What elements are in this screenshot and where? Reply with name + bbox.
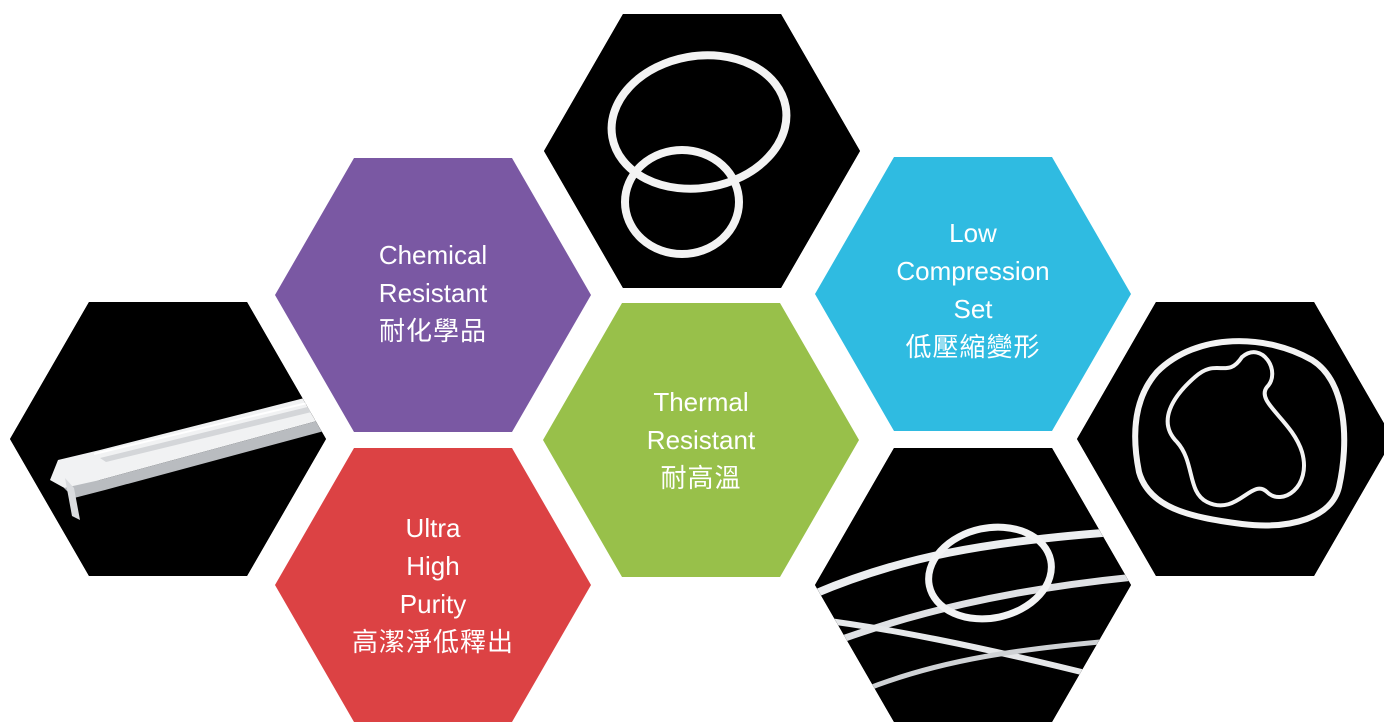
- thermal-line-2: Resistant: [646, 425, 756, 455]
- compression-line-2: Compression: [896, 256, 1050, 286]
- chemical-resistant-label: Chemical Resistant 耐化學品: [275, 158, 591, 432]
- ultra-high-purity-tile: Ultra High Purity 高潔淨低釋出: [275, 448, 591, 722]
- compression-line-zh: 低壓縮變形: [905, 332, 1041, 362]
- chemical-line-2: Resistant: [378, 278, 488, 308]
- thermal-resistant-tile: Thermal Resistant 耐高溫: [543, 303, 859, 577]
- flat-tube-photo: [10, 302, 326, 576]
- thermal-line-1: Thermal: [653, 387, 749, 417]
- thermal-line-zh: 耐高溫: [660, 463, 742, 493]
- low-compression-set-label: Low Compression Set 低壓縮變形: [815, 157, 1131, 431]
- irregular-loop-photo: [1077, 302, 1384, 576]
- o-rings-photo: [544, 14, 860, 288]
- purity-line-1: Ultra: [405, 513, 461, 543]
- compression-line-1: Low: [949, 218, 997, 248]
- low-compression-set-tile: Low Compression Set 低壓縮變形: [815, 157, 1131, 431]
- purity-line-2: High: [406, 551, 460, 581]
- chemical-resistant-tile: Chemical Resistant 耐化學品: [275, 158, 591, 432]
- ultra-high-purity-label: Ultra High Purity 高潔淨低釋出: [275, 448, 591, 722]
- compression-line-3: Set: [953, 294, 993, 324]
- wire-loops-image: [815, 448, 1131, 722]
- chemical-line-zh: 耐化學品: [378, 316, 487, 346]
- o-rings-image: [544, 14, 860, 288]
- wire-loops-photo: [815, 448, 1131, 722]
- purity-line-3: Purity: [399, 589, 467, 619]
- thermal-resistant-label: Thermal Resistant 耐高溫: [543, 303, 859, 577]
- flat-tube-image: [10, 302, 326, 576]
- purity-line-zh: 高潔淨低釋出: [351, 627, 514, 657]
- irregular-loop-image: [1077, 302, 1384, 576]
- chemical-line-1: Chemical: [378, 240, 488, 270]
